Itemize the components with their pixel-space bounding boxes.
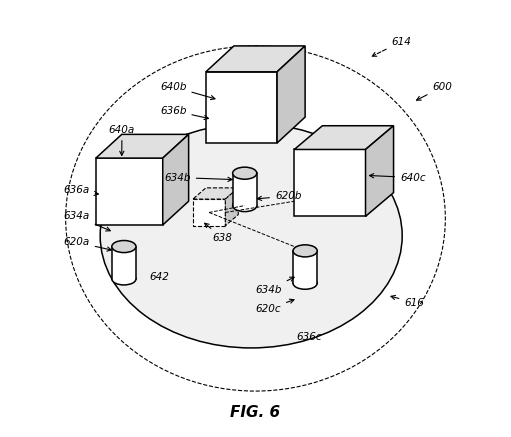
Text: 638: 638	[205, 223, 232, 243]
Text: 640a: 640a	[109, 125, 135, 156]
Text: 620c: 620c	[256, 299, 294, 314]
Ellipse shape	[112, 240, 136, 253]
Polygon shape	[193, 188, 238, 199]
Polygon shape	[193, 199, 225, 226]
Text: 634b: 634b	[256, 277, 294, 295]
Text: 600: 600	[416, 82, 452, 100]
Polygon shape	[206, 72, 277, 143]
Ellipse shape	[233, 167, 257, 179]
Polygon shape	[96, 158, 162, 225]
Text: 634a: 634a	[63, 212, 110, 231]
Polygon shape	[294, 149, 365, 216]
Text: 616: 616	[391, 295, 424, 308]
Text: 636c: 636c	[296, 332, 322, 342]
Ellipse shape	[100, 124, 402, 348]
Text: FIG. 6: FIG. 6	[230, 405, 281, 420]
Polygon shape	[294, 126, 393, 149]
Text: 636a: 636a	[63, 185, 99, 195]
Text: 620a: 620a	[63, 237, 111, 251]
Ellipse shape	[233, 200, 257, 212]
Polygon shape	[233, 173, 257, 205]
Polygon shape	[277, 46, 305, 143]
Polygon shape	[225, 188, 238, 226]
Text: 614: 614	[372, 37, 411, 56]
Text: 642: 642	[150, 272, 170, 282]
Polygon shape	[96, 134, 189, 158]
Ellipse shape	[293, 245, 317, 257]
Polygon shape	[293, 251, 317, 283]
Text: 636b: 636b	[160, 106, 208, 120]
Text: 634b: 634b	[164, 173, 232, 183]
Text: 640c: 640c	[369, 173, 426, 183]
Polygon shape	[206, 46, 305, 72]
Text: 620b: 620b	[258, 191, 301, 201]
Polygon shape	[162, 134, 189, 225]
Polygon shape	[365, 126, 393, 216]
Ellipse shape	[112, 273, 136, 285]
Text: 640b: 640b	[160, 82, 215, 100]
Polygon shape	[112, 246, 136, 279]
Ellipse shape	[293, 277, 317, 289]
